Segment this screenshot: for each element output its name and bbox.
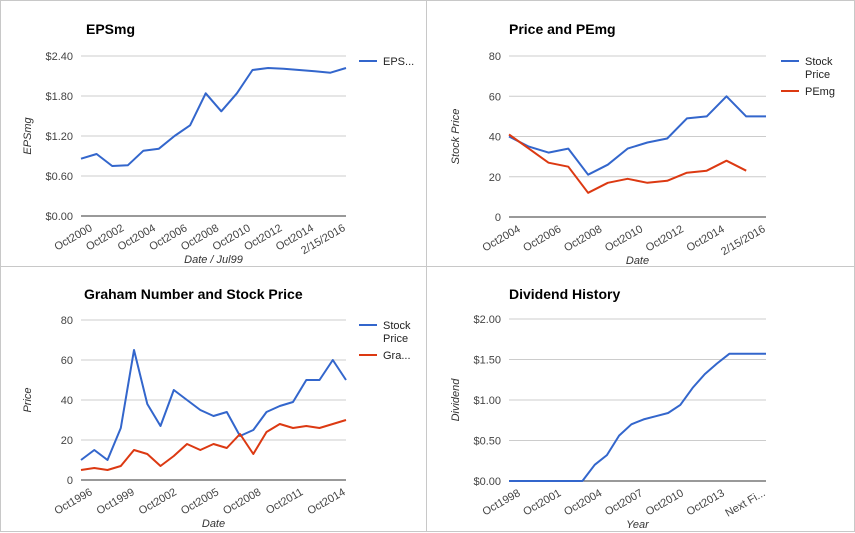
y-tick-label: 40	[61, 395, 73, 407]
x-tick-label: Oct2004	[562, 487, 604, 518]
x-tick-label: Oct2008	[562, 223, 604, 254]
x-tick-label: Oct2002	[137, 486, 179, 517]
x-tick-label: Oct2011	[264, 486, 305, 517]
y-tick-label: 20	[489, 172, 501, 184]
x-tick-label: Oct1999	[95, 486, 137, 517]
y-axis-title: Price	[22, 387, 34, 412]
chart-panel-graham-number: Graham Number and Stock Price 0 20 40 60 80 Pr…	[0, 266, 427, 532]
y-tick-label: $0.00	[45, 211, 73, 223]
series-line-1	[80, 419, 347, 471]
x-tick-label: Oct1998	[480, 487, 522, 518]
y-tick-label: $2.00	[473, 314, 501, 326]
x-tick-label: Oct2010	[603, 223, 645, 254]
x-axis-title: Date	[626, 255, 649, 267]
legend-label: Stock Price	[383, 320, 411, 345]
chart-title: Price and PEmg	[509, 21, 616, 37]
y-tick-label: 60	[489, 91, 501, 103]
y-tick-label: 20	[61, 435, 73, 447]
series-line-0	[508, 95, 766, 176]
chart-title: Dividend History	[509, 286, 620, 302]
x-tick-label: Oct2001	[521, 487, 563, 518]
y-tick-label: 0	[67, 475, 73, 487]
chart-dividend-history: Dividend History $0.00 $0.50 $1.00 $1.50 $2.0…	[450, 286, 768, 531]
y-tick-label: $1.50	[473, 355, 501, 367]
chart-panel-price-pemg: Price and PEmg 0 20 40 60 80 Stock Price Oct200…	[426, 0, 855, 267]
y-tick-label: $0.00	[473, 476, 501, 488]
x-tick-label: Oct2005	[179, 486, 221, 517]
x-tick-label: Oct2013	[685, 487, 727, 518]
y-tick-label: 60	[61, 355, 73, 367]
y-tick-label: 40	[489, 132, 501, 144]
series-line-0	[80, 349, 347, 461]
x-tick-label: Oct2012	[644, 223, 686, 254]
series-line-0	[509, 352, 766, 482]
x-tick-label: 2/15/2016	[719, 223, 767, 258]
x-tick-label: Oct1996	[52, 486, 94, 517]
y-tick-label: 80	[61, 315, 73, 327]
y-axis-title: EPSmg	[22, 116, 34, 154]
legend-label: EPS...	[383, 56, 414, 68]
y-axis-title: Dividend	[450, 378, 462, 422]
x-tick-label: Oct2008	[221, 486, 263, 517]
x-tick-label: Next Fi...	[723, 487, 767, 519]
chart-epsmg: EPSmg$0.00$0.60$1.20$1.80$2.40EPSmgOct20…	[22, 21, 414, 266]
legend-label: Stock Price	[805, 56, 833, 81]
x-tick-label: Oct2007	[603, 487, 645, 518]
y-tick-label: 80	[489, 51, 501, 63]
series-line-1	[508, 133, 747, 194]
y-tick-label: $2.40	[45, 51, 73, 63]
y-tick-label: $1.20	[45, 131, 73, 143]
x-tick-label: Oct2014	[305, 486, 347, 517]
chart-title: Graham Number and Stock Price	[84, 286, 303, 302]
chart-panel-dividend-history: Dividend History $0.00 $0.50 $1.00 $1.50 $2.0…	[426, 266, 855, 532]
y-tick-label: $0.50	[473, 436, 501, 448]
x-axis-title: Year	[626, 519, 650, 531]
chart-title: EPSmg	[86, 21, 135, 37]
chart-graham-number: Graham Number and Stock Price 0 20 40 60 80 Pr…	[22, 286, 411, 530]
x-tick-label: Oct2010	[644, 487, 686, 518]
y-tick-label: $0.60	[45, 171, 73, 183]
series-line-0	[80, 67, 347, 167]
x-axis-title: Date	[202, 518, 225, 530]
chart-price-pemg: Price and PEmg 0 20 40 60 80 Stock Price Oct200…	[450, 21, 835, 267]
y-axis-title: Stock Price	[450, 109, 462, 165]
x-axis-title: Date / Jul99	[184, 254, 243, 266]
chart-panel-epsmg: EPSmg $0.00 $0.60 $1.20 $1.80 $2.40 EPSmg Oct20…	[0, 0, 427, 267]
x-tick-label: Oct2006	[521, 223, 563, 254]
y-tick-label: 0	[495, 212, 501, 224]
x-tick-label: Oct2004	[480, 223, 522, 254]
y-tick-label: $1.00	[473, 395, 501, 407]
legend-label: PEmg	[805, 86, 835, 98]
legend-label: Gra...	[383, 350, 411, 362]
y-tick-label: $1.80	[45, 91, 73, 103]
